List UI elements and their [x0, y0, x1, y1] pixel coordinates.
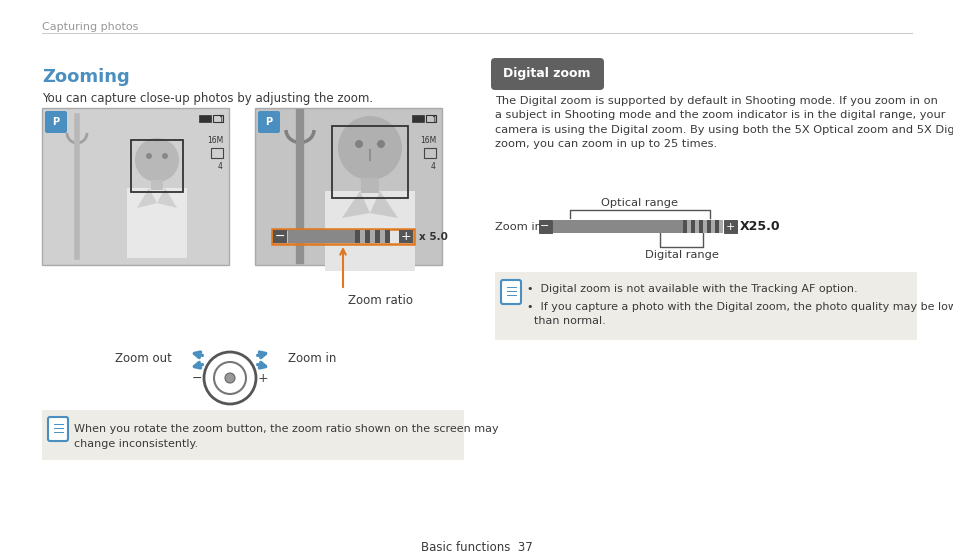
Text: −: − [192, 372, 202, 384]
Text: 4: 4 [431, 162, 436, 171]
Text: −: − [539, 222, 549, 232]
Bar [690, 220, 695, 233]
FancyBboxPatch shape [412, 115, 423, 122]
Bar [710, 220, 714, 233]
Text: Zooming: Zooming [42, 68, 130, 86]
FancyBboxPatch shape [495, 272, 916, 340]
Circle shape [135, 138, 179, 182]
Text: −: − [274, 230, 285, 243]
Circle shape [146, 153, 152, 159]
Text: +: + [257, 372, 269, 384]
FancyBboxPatch shape [257, 111, 280, 133]
Text: Optical range: Optical range [601, 198, 678, 208]
Bar [365, 230, 370, 243]
Bar [359, 230, 365, 243]
Bar [375, 230, 379, 243]
FancyBboxPatch shape [360, 178, 378, 193]
Polygon shape [137, 188, 157, 208]
Bar [714, 220, 719, 233]
Bar [385, 230, 390, 243]
Text: Zoom out: Zoom out [115, 351, 172, 364]
Text: Capturing photos: Capturing photos [42, 22, 138, 32]
FancyBboxPatch shape [45, 111, 67, 133]
Bar [273, 230, 287, 243]
FancyBboxPatch shape [48, 417, 68, 441]
Bar [695, 220, 699, 233]
Bar [538, 220, 552, 233]
Circle shape [355, 140, 363, 148]
Text: •  If you capture a photo with the Digital zoom, the photo quality may be lower
: • If you capture a photo with the Digita… [526, 302, 953, 326]
Text: The Digital zoom is supported by default in Shooting mode. If you zoom in on
a s: The Digital zoom is supported by default… [495, 96, 953, 149]
Text: Zoom ratio: Zoom ratio [348, 294, 413, 307]
Bar [686, 220, 690, 233]
Bar [723, 220, 737, 233]
Text: Zoom indicator  —: Zoom indicator — [495, 222, 599, 232]
FancyBboxPatch shape [325, 191, 415, 271]
Bar [706, 220, 710, 233]
Bar [719, 220, 722, 233]
Text: When you rotate the zoom button, the zoom ratio shown on the screen may
change i: When you rotate the zoom button, the zoo… [74, 424, 498, 449]
Polygon shape [341, 191, 370, 218]
Polygon shape [370, 191, 397, 218]
Circle shape [162, 153, 168, 159]
FancyBboxPatch shape [199, 115, 211, 122]
FancyBboxPatch shape [42, 108, 229, 265]
Text: You can capture close-up photos by adjusting the zoom.: You can capture close-up photos by adjus… [42, 92, 373, 105]
Bar [332, 126, 408, 198]
Circle shape [376, 140, 385, 148]
Text: P: P [52, 117, 59, 127]
Text: Digital range: Digital range [644, 250, 718, 260]
Text: x 5.0: x 5.0 [418, 232, 447, 242]
FancyBboxPatch shape [491, 58, 603, 90]
Text: 4: 4 [218, 162, 223, 171]
Text: 16M: 16M [419, 136, 436, 145]
Text: +: + [724, 222, 734, 232]
Text: P: P [265, 117, 273, 127]
Text: Basic functions  37: Basic functions 37 [420, 541, 533, 554]
Bar [355, 230, 359, 243]
Bar [682, 220, 686, 233]
FancyBboxPatch shape [42, 410, 463, 460]
Text: •  Digital zoom is not available with the Tracking AF option.: • Digital zoom is not available with the… [526, 284, 857, 294]
Bar [702, 220, 706, 233]
Bar [553, 220, 722, 233]
Text: Zoom in: Zoom in [288, 351, 336, 364]
Text: Digital zoom: Digital zoom [503, 67, 590, 81]
Circle shape [225, 373, 234, 383]
Text: 1: 1 [431, 116, 436, 125]
Text: X25.0: X25.0 [740, 220, 780, 233]
Text: 16M: 16M [207, 136, 223, 145]
Bar [379, 230, 385, 243]
Polygon shape [157, 188, 177, 208]
FancyBboxPatch shape [500, 280, 520, 304]
Bar [288, 230, 368, 243]
Text: 1: 1 [217, 116, 223, 125]
Bar [370, 230, 375, 243]
Circle shape [337, 116, 401, 180]
Bar [131, 140, 183, 192]
Text: +: + [400, 230, 411, 243]
Bar [398, 230, 413, 243]
Bar [699, 220, 702, 233]
FancyBboxPatch shape [127, 188, 187, 258]
FancyBboxPatch shape [254, 108, 441, 265]
FancyBboxPatch shape [151, 180, 163, 190]
